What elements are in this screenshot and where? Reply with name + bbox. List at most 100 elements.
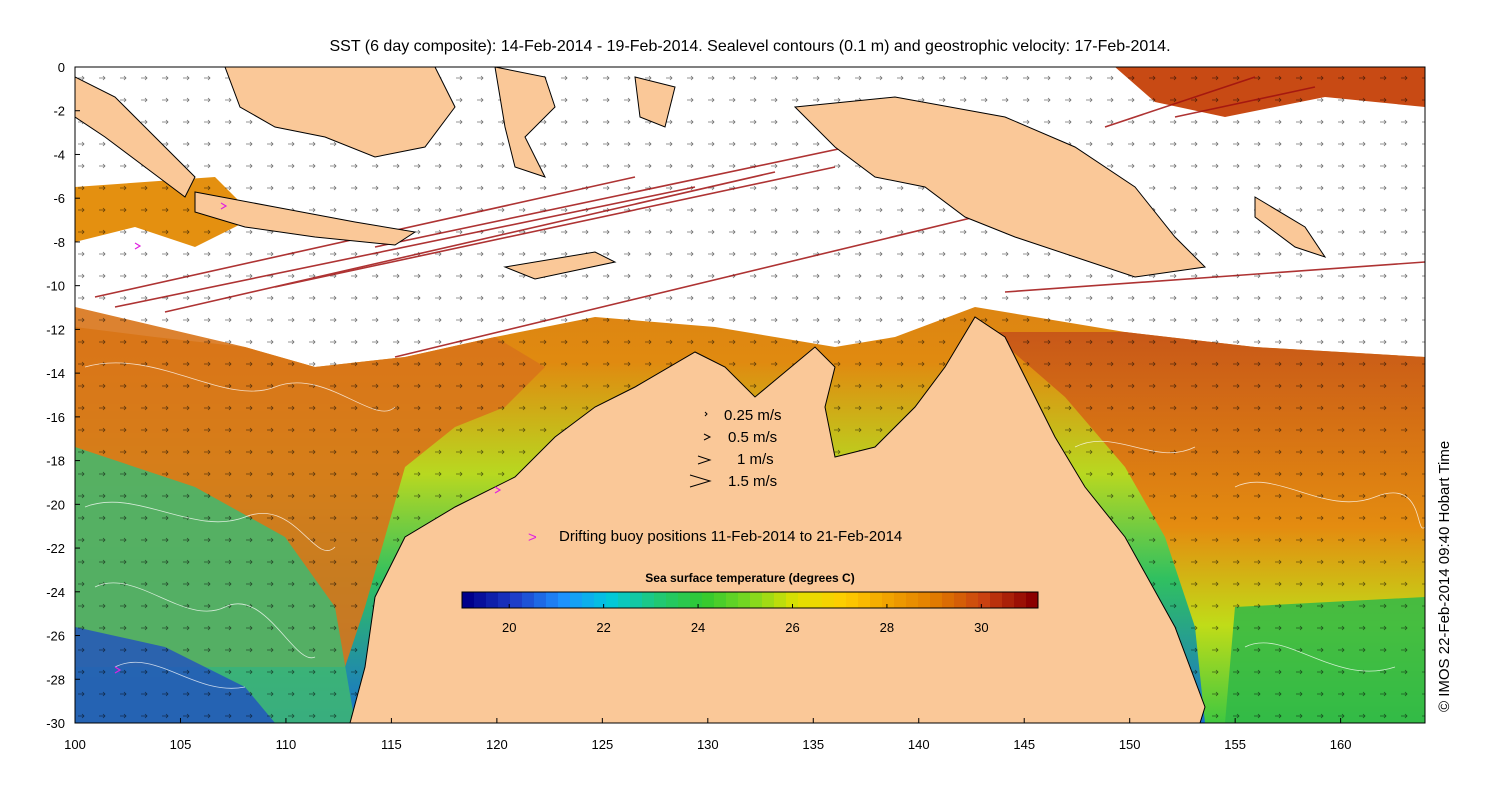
x-tick-label: 100 [64, 737, 86, 752]
colorbar-cell [990, 592, 1003, 608]
timor-island [503, 251, 617, 280]
land-masses [75, 67, 1327, 723]
velocity-arrow-0.5 [703, 433, 712, 441]
y-tick-label: -4 [53, 147, 65, 162]
colorbar-cell [762, 592, 775, 608]
velocity-legend: 0.25 m/s 0.5 m/s 1 m/s 1.5 m/s [689, 407, 782, 490]
y-tick-label: -10 [46, 279, 65, 294]
y-tick-label: -16 [46, 410, 65, 425]
colorbar-cell [1002, 592, 1015, 608]
x-axis-ticks: 100 105 110 115 120 125 130 135 140 145 150 155 160 [64, 718, 1351, 752]
y-tick-label: -30 [46, 716, 65, 731]
colorbar-cell [618, 592, 631, 608]
y-axis-ticks: 0 -2 -4 -6 -8 -10 -12 -14 -16 -18 -20 -22 -24 -26 -28 -… [46, 60, 80, 731]
java-island [194, 191, 417, 246]
colorbar-cell [510, 592, 523, 608]
x-tick-label: 110 [276, 737, 297, 752]
colorbar-cell [522, 592, 535, 608]
colorbar-cell [654, 592, 667, 608]
velocity-arrow-0.25 [704, 411, 708, 417]
colorbar-cell [558, 592, 571, 608]
y-tick-label: -14 [46, 366, 65, 381]
colorbar-cell [714, 592, 727, 608]
colorbar-cell [750, 592, 763, 608]
plot-frame [74, 66, 1426, 724]
colorbar-cell [774, 592, 787, 608]
x-tick-label: 150 [1119, 737, 1141, 752]
colorbar-cell [1026, 592, 1039, 608]
y-tick-label: -24 [46, 585, 65, 600]
colorbar-cell [570, 592, 583, 608]
colorbar-cell [594, 592, 607, 608]
colorbar-cell [846, 592, 859, 608]
colorbar-cell [678, 592, 691, 608]
y-tick-label: -18 [46, 454, 65, 469]
colorbar-cell [942, 592, 955, 608]
colorbar-ticks: 20 22 24 26 28 30 [502, 604, 989, 635]
buoy-legend-symbol: > [528, 529, 537, 546]
x-tick-label: 155 [1224, 737, 1246, 752]
colorbar-cell [894, 592, 907, 608]
y-tick-label: -12 [46, 322, 65, 337]
colorbar-cell [798, 592, 811, 608]
colorbar-tick-label: 30 [974, 620, 988, 635]
colorbar-cell [498, 592, 511, 608]
velocity-arrow-1 [697, 455, 712, 465]
colorbar-cell [1014, 592, 1027, 608]
solomon-islands [1254, 196, 1327, 258]
swath-artifacts [94, 76, 1425, 358]
colorbar-cell [918, 592, 931, 608]
y-tick-label: -6 [53, 191, 65, 206]
buoy-legend: > Drifting buoy positions 11-Feb-2014 to… [528, 528, 902, 546]
borneo-island [224, 67, 456, 158]
y-tick-label: -26 [46, 629, 65, 644]
colorbar-cell [486, 592, 499, 608]
colorbar-cell [534, 592, 547, 608]
colorbar-tick-label: 26 [785, 620, 799, 635]
colorbar-cell [834, 592, 847, 608]
y-tick-label: -8 [53, 235, 65, 250]
drifting-buoys [114, 202, 502, 674]
y-tick-label: -28 [46, 672, 65, 687]
x-tick-label: 115 [381, 737, 402, 752]
colorbar-title: Sea surface temperature (degrees C) [645, 571, 854, 585]
halmahera-island [634, 76, 676, 128]
colorbar-cell [738, 592, 751, 608]
colorbar-cell [978, 592, 991, 608]
x-tick-label: 120 [486, 737, 508, 752]
y-tick-label: 0 [58, 60, 65, 75]
sulawesi-island [494, 67, 556, 178]
x-tick-label: 160 [1330, 737, 1352, 752]
colorbar-cell [810, 592, 823, 608]
colorbar-cell [462, 592, 475, 608]
colorbar-cell [666, 592, 679, 608]
colorbar-cell [546, 592, 559, 608]
sumatra-island [75, 76, 196, 198]
colorbar-cell [906, 592, 919, 608]
velocity-label-0.25: 0.25 m/s [724, 407, 782, 424]
colorbar-cell [822, 592, 835, 608]
colorbar-cell [642, 592, 655, 608]
x-tick-label: 105 [170, 737, 192, 752]
colorbar-tick-label: 22 [596, 620, 610, 635]
colorbar-cell [930, 592, 943, 608]
colorbar-gradient [462, 592, 1039, 608]
x-tick-label: 140 [908, 737, 930, 752]
velocity-label-0.5: 0.5 m/s [728, 429, 777, 446]
colorbar-cell [786, 592, 799, 608]
velocity-arrow-1.5 [689, 474, 712, 488]
imos-credit: © IMOS 22-Feb-2014 09:40 Hobart Time [1436, 440, 1453, 712]
colorbar-frame [461, 591, 1039, 609]
colorbar-cell [966, 592, 979, 608]
colorbar-cell [690, 592, 703, 608]
sst-colorbar: Sea surface temperature (degrees C) 20 22… [461, 571, 1039, 635]
colorbar-cell [474, 592, 487, 608]
velocity-label-1.5: 1.5 m/s [728, 473, 777, 490]
colorbar-tick-label: 20 [502, 620, 516, 635]
map-title: SST (6 day composite): 14-Feb-2014 - 19-… [329, 38, 1171, 55]
y-tick-label: -20 [46, 497, 65, 512]
x-tick-label: 145 [1013, 737, 1035, 752]
buoy-legend-label: Drifting buoy positions 11-Feb-2014 to 2… [559, 528, 902, 545]
colorbar-cell [630, 592, 643, 608]
